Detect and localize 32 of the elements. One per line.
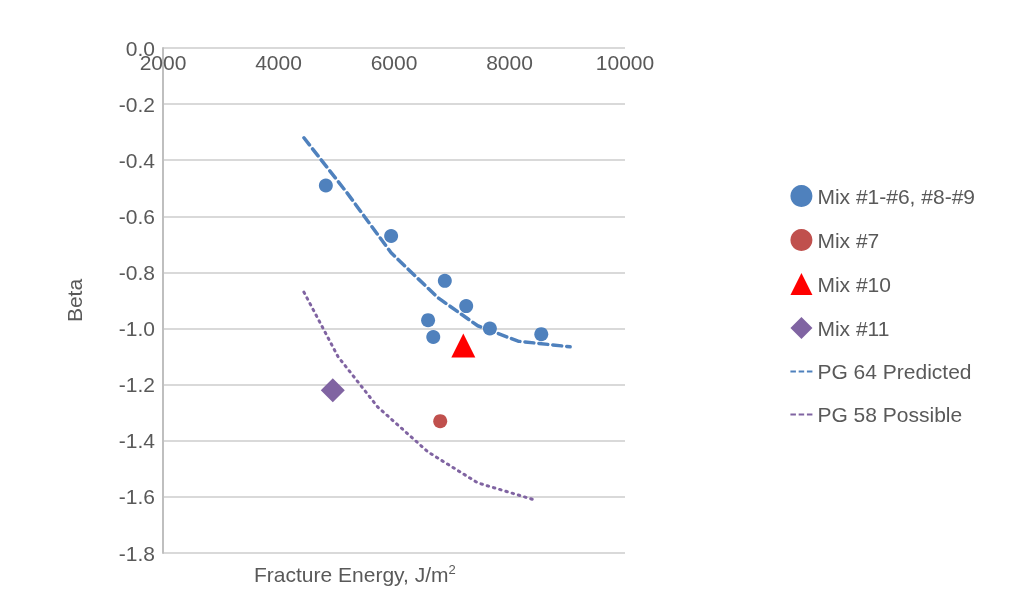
y-tick-label: -0.8 [118,260,155,284]
legend-label: Mix #1-#6, #8-#9 [817,184,976,208]
point [451,333,476,358]
x-tick-label: 8000 [486,51,533,74]
y-tick-label: -0.2 [118,92,155,116]
y-tick-label: -1.0 [118,317,155,341]
x-tick-label: 4000 [255,51,302,74]
line-series [302,136,572,349]
x-tick-label: 6000 [370,51,418,74]
y-tick-label: -0.6 [118,204,155,228]
legend-label: Mix #11 [817,316,890,340]
y-tick-label: -0.4 [118,148,156,172]
point [437,273,452,288]
y-tick-label: -1.8 [118,541,155,565]
y-tick-label: -1.2 [118,373,155,397]
legend-label: PG 58 Possible [817,403,963,426]
y-axis-title: Beta [63,278,86,323]
legend-label: PG 64 Predicted [817,360,972,383]
point [534,327,549,342]
y-tick-label: -1.4 [118,429,156,453]
y-tick-label: -1.6 [118,485,155,509]
point [459,299,474,314]
line-series [302,290,536,502]
point [384,228,399,243]
legend-label: Mix #10 [817,272,891,296]
point [318,178,333,193]
legend-label: Mix #7 [817,228,880,252]
point [320,378,345,403]
point [433,414,448,429]
point [421,313,436,328]
x-tick-label: 10000 [595,51,655,74]
point [426,329,441,344]
